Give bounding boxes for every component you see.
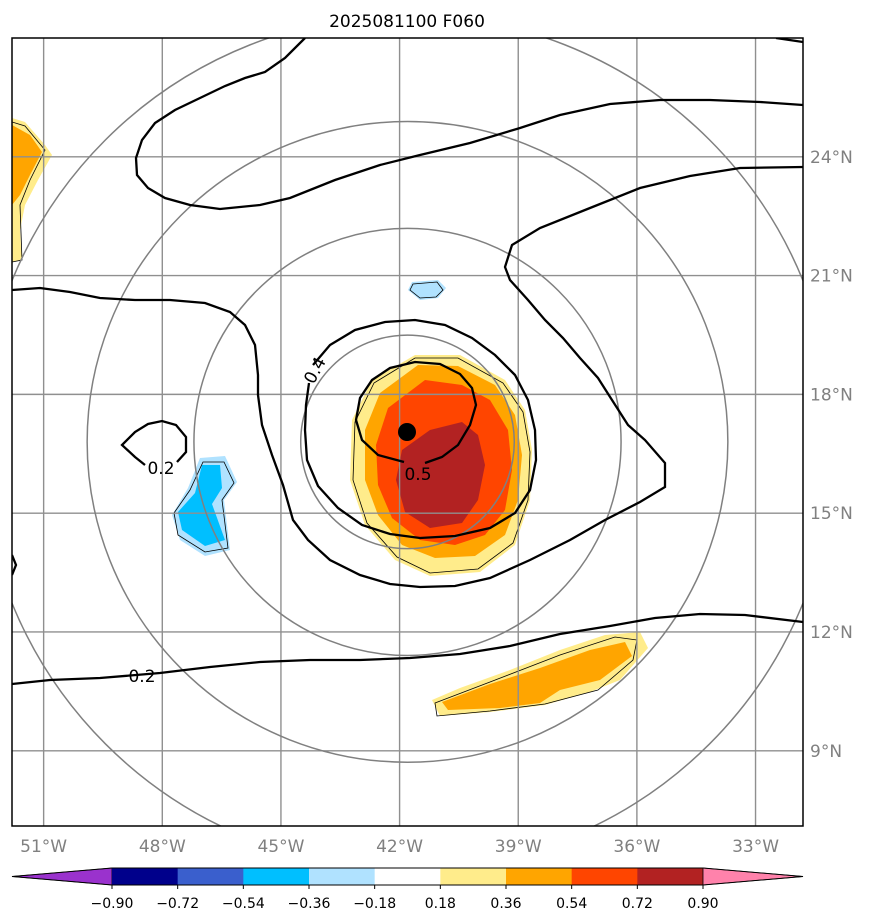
contour-west-loop	[120, 419, 188, 466]
colorbar-segment	[177, 868, 244, 885]
storm-center-marker	[398, 423, 416, 441]
map-area: 0.4 0.5 0.2 0.2	[12, 38, 803, 826]
lon-tick-label: 36°W	[613, 837, 660, 857]
colorbar-segment	[243, 868, 310, 885]
blue-blob-west-core	[178, 465, 225, 546]
colorbar-tick-label: 0.18	[425, 896, 456, 912]
contour-west-edge	[12, 554, 18, 576]
colorbar-segment	[309, 868, 376, 885]
lat-lon-grid	[12, 38, 803, 826]
colorbar-tick-labels: −0.90 −0.72 −0.54 −0.36 −0.18 0.18 0.36 0.54 0.7…	[91, 885, 719, 912]
lat-tick-label: 12°N	[810, 623, 853, 643]
west-edge-orange	[12, 125, 42, 205]
colorbar-extend-low	[11, 867, 113, 886]
colorbar-tick-label: −0.72	[156, 896, 199, 912]
lat-tick-label: 15°N	[810, 504, 853, 524]
contour-label-02-south: 0.2	[128, 667, 155, 687]
lon-tick-label: 48°W	[139, 837, 186, 857]
colorbar	[11, 867, 804, 886]
colorbar-tick-label: 0.54	[556, 896, 587, 912]
lon-tick-label: 39°W	[495, 837, 542, 857]
contour-lines	[12, 38, 803, 686]
lat-tick-label: 24°N	[810, 148, 853, 168]
colorbar-tick-label: 0.72	[622, 896, 653, 912]
colorbar-tick-label: −0.18	[353, 896, 396, 912]
colorbar-tick-label: 0.90	[687, 896, 718, 912]
lon-tick-label: 45°W	[257, 837, 304, 857]
colorbar-segment	[374, 868, 441, 885]
contour-top-north	[134, 38, 803, 211]
chart-title: 2025081100 F060	[329, 12, 485, 32]
south-band-orange	[442, 642, 632, 710]
colorbar-tick-label: −0.36	[288, 896, 331, 912]
contour-label-04: 0.4	[300, 354, 330, 387]
shaded-fields	[12, 118, 648, 716]
colorbar-segment	[440, 868, 507, 885]
contour-05	[354, 360, 478, 465]
longitude-tick-labels: 51°W 48°W 45°W 42°W 39°W 36°W 33°W	[20, 837, 779, 857]
colorbar-segment	[112, 868, 179, 885]
range-rings	[12, 38, 803, 826]
colorbar-tick-label: −0.54	[222, 896, 265, 912]
warm-core-darkred	[396, 422, 485, 528]
lon-tick-label: 51°W	[20, 837, 67, 857]
map-frame	[11, 37, 804, 827]
contour-label-05: 0.5	[404, 465, 431, 485]
lat-tick-label: 21°N	[810, 267, 853, 287]
colorbar-tick-label: −0.90	[91, 896, 134, 912]
colorbar-segment	[637, 868, 704, 885]
contour-label-02-west: 0.2	[147, 459, 174, 479]
shading-outlines	[12, 121, 638, 717]
blue-blob-north	[408, 280, 446, 300]
lat-tick-label: 18°N	[810, 385, 853, 405]
colorbar-tick-label: 0.36	[490, 896, 521, 912]
range-ring-2	[86, 120, 729, 764]
latitude-tick-labels: 24°N 21°N 18°N 15°N 12°N 9°N	[810, 148, 853, 762]
contour-04	[303, 318, 538, 540]
colorbar-segment	[506, 868, 573, 885]
contour-south	[12, 612, 803, 686]
range-ring-1	[193, 227, 622, 657]
colorbar-segment	[571, 868, 638, 885]
contour-outer	[12, 165, 803, 589]
range-ring-0	[299, 334, 516, 550]
lat-tick-label: 9°N	[810, 742, 842, 762]
colorbar-extend-high	[702, 867, 804, 886]
lon-tick-label: 42°W	[376, 837, 423, 857]
lon-tick-label: 33°W	[732, 837, 779, 857]
